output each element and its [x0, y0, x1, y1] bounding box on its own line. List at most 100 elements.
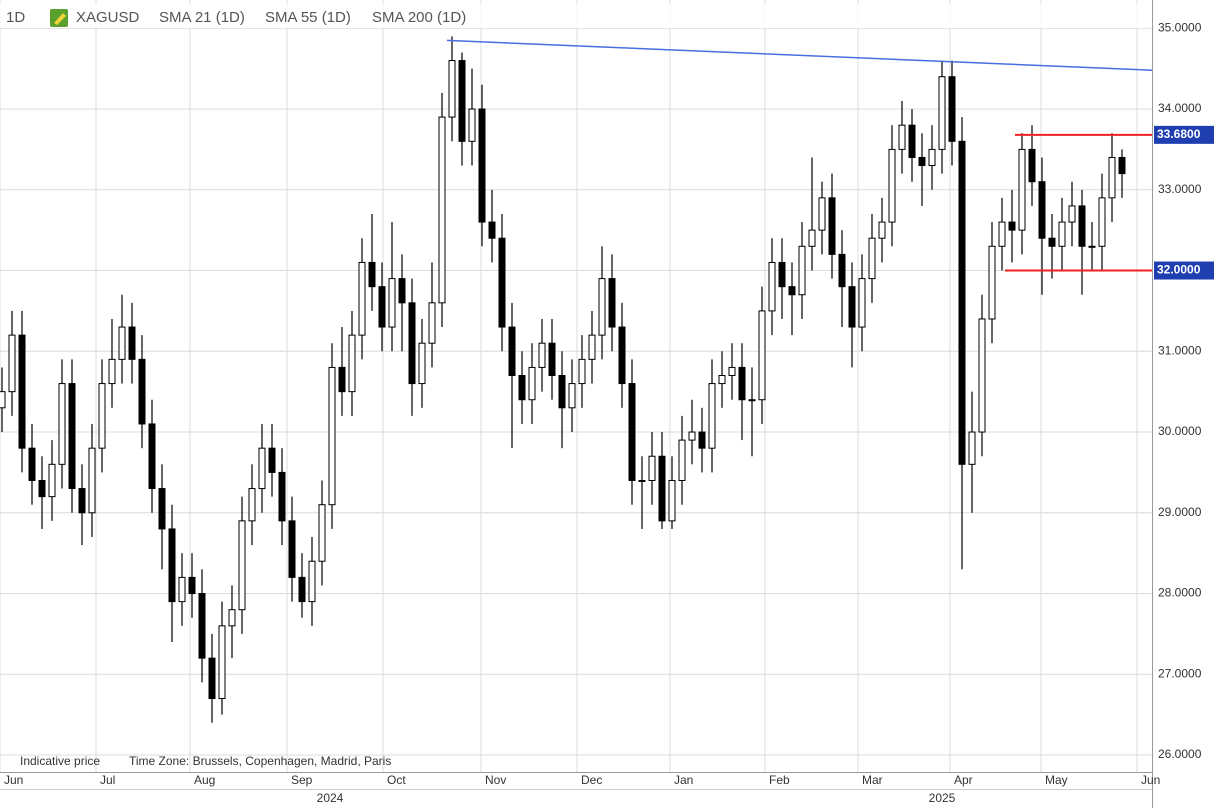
candle-body [378, 286, 386, 328]
x-tick-label: Oct [387, 773, 406, 787]
candle-body [78, 488, 86, 514]
x-tick-label: Aug [194, 773, 215, 787]
candle-body [198, 593, 206, 659]
y-tick-label: 26.0000 [1158, 747, 1202, 761]
y-tick-label: 27.0000 [1158, 666, 1202, 680]
x-tick-label: Mar [862, 773, 883, 787]
y-tick-label: 33.0000 [1158, 182, 1202, 196]
x-tick-label: Jan [674, 773, 693, 787]
y-tick-label: 29.0000 [1158, 505, 1202, 519]
candle-body [1048, 237, 1056, 247]
candle-body [718, 375, 726, 385]
candle-body [178, 576, 186, 603]
candle-body [1078, 205, 1086, 247]
candle-body [1118, 156, 1126, 175]
price-badge-label: 32.0000 [1157, 263, 1201, 277]
candle-body [258, 447, 266, 490]
candle-body [238, 520, 246, 611]
candle-body [658, 455, 666, 522]
candle-body [448, 60, 456, 118]
candle-body [908, 124, 916, 158]
candle-body [938, 76, 946, 150]
trendline [446, 39, 1153, 72]
x-tick-label: Jun [1141, 773, 1160, 787]
candle-body [108, 358, 116, 385]
candle-body [648, 455, 656, 481]
indicator: SMA 55 (1D) [265, 9, 351, 26]
candle-body [458, 60, 466, 142]
candle-body [0, 391, 6, 409]
x-tick-label: Jul [100, 773, 115, 787]
candle-body [698, 431, 706, 449]
header-bg [0, 4, 1150, 28]
candles [0, 36, 1126, 723]
candle-body [1058, 221, 1066, 247]
footer-note: Indicative price [20, 754, 100, 768]
candle-body [818, 197, 826, 231]
x-tick-label: Sep [291, 773, 313, 787]
candle-body [328, 366, 336, 506]
candle-body [208, 657, 216, 700]
y-tick-label: 30.0000 [1158, 424, 1202, 438]
candle-body [808, 229, 816, 247]
candle-body [848, 286, 856, 328]
candle-body [948, 76, 956, 142]
candle-body [638, 479, 646, 482]
candle-body [1108, 156, 1116, 199]
price-badge [1154, 261, 1214, 280]
year-label: 2025 [929, 791, 956, 805]
candle-body [498, 237, 506, 328]
candle-body [958, 140, 966, 465]
y-tick-label: 35.0000 [1158, 20, 1202, 34]
candle-body [318, 504, 326, 562]
candle-body [38, 479, 46, 498]
y-tick-label: 31.0000 [1158, 343, 1202, 357]
candle-body [728, 366, 736, 377]
candle-body [408, 302, 416, 385]
candle-body [1028, 148, 1036, 183]
candle-body [558, 375, 566, 409]
interval: 1D [6, 9, 25, 26]
candle-body [918, 156, 926, 167]
candle-body [858, 278, 866, 328]
candle-body [578, 358, 586, 385]
candle-body [568, 383, 576, 409]
candle-body [58, 383, 66, 465]
x-tick-label: Nov [485, 773, 506, 787]
candle-body [548, 342, 556, 377]
candle-body [278, 471, 286, 522]
candle-body [298, 576, 306, 603]
overlays [446, 39, 1153, 272]
x-tick-label: Jun [4, 773, 23, 787]
candle-body [438, 116, 446, 304]
candle-body [168, 528, 176, 603]
candle-body [708, 383, 716, 449]
candle-body [758, 310, 766, 401]
candle-body [468, 108, 476, 142]
candle-body [8, 334, 16, 393]
candle-body [838, 253, 846, 288]
x-tick-label: Feb [769, 773, 790, 787]
candle-body [98, 383, 106, 449]
candle-body [1018, 148, 1026, 231]
y-tick-label: 34.0000 [1158, 101, 1202, 115]
candle-body [1038, 181, 1046, 239]
candle-body [508, 326, 516, 377]
footer-timezone: Time Zone: Brussels, Copenhagen, Madrid,… [129, 754, 391, 768]
candle-body [398, 278, 406, 304]
candle-body [788, 286, 796, 296]
candle-body [868, 237, 876, 280]
candle-body [608, 278, 616, 328]
candle-body [48, 463, 56, 498]
price-badge [1154, 125, 1214, 144]
candle-body [768, 261, 776, 312]
candle-body [478, 108, 486, 223]
candle-body [1068, 205, 1076, 223]
candle-body [388, 278, 396, 328]
candle-body [1008, 221, 1016, 231]
candle-body [88, 447, 96, 514]
candle-body [738, 366, 746, 401]
candle-body [158, 488, 166, 530]
